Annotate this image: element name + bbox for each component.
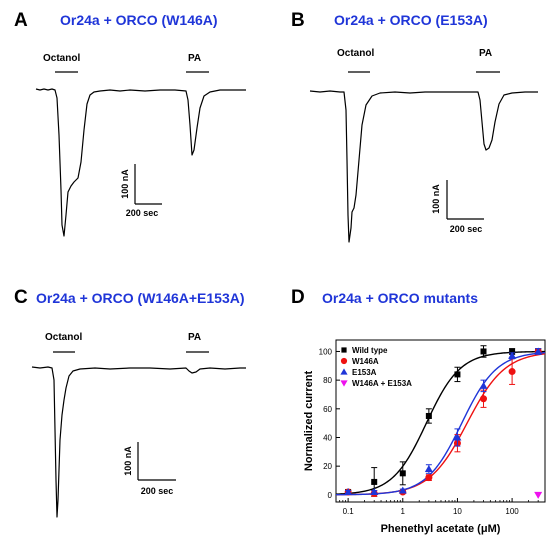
panel-c-current-trace	[31, 366, 246, 518]
panel-b-scale-y-label: 100 nA	[431, 184, 441, 214]
panel-b-title: Or24a + ORCO (E153A)	[334, 12, 488, 28]
data-point	[479, 381, 488, 389]
panel-letter-d: D	[291, 287, 305, 308]
panel-letter-a: A	[14, 10, 28, 31]
y-tick-label: 100	[319, 347, 333, 356]
y-tick-label: 60	[323, 405, 332, 414]
panel-a-scale-x-label: 200 sec	[126, 208, 159, 218]
panel-a-scale-y-label: 100 nA	[120, 169, 130, 199]
panel-c-scale-y-label: 100 nA	[123, 446, 133, 476]
panel-b: B Or24a + ORCO (E153A) Octanol PA 100 nA…	[291, 10, 538, 243]
data-point	[370, 487, 379, 495]
x-tick-label: 10	[453, 507, 462, 516]
panel-c-title: Or24a + ORCO (W146A+E153A)	[36, 290, 245, 306]
panel-c-scale-x-label: 200 sec	[141, 486, 174, 496]
data-point	[508, 368, 516, 376]
y-tick-label: 40	[323, 433, 332, 442]
legend-label: Wild type	[352, 346, 388, 355]
legend-label: W146A + E153A	[352, 379, 412, 388]
data-point	[534, 347, 543, 355]
data-point	[399, 470, 406, 477]
data-point	[425, 412, 432, 419]
y-tick-label: 80	[323, 376, 332, 385]
panel-a: A Or24a + ORCO (W146A) Octanol PA 100 nA…	[14, 10, 246, 237]
x-tick-label: 100	[505, 507, 519, 516]
legend-label: E153A	[352, 368, 377, 377]
panel-b-stim1-label: Octanol	[337, 48, 374, 59]
data-point	[480, 395, 488, 403]
y-tick-label: 0	[328, 491, 333, 500]
panel-b-scale-x-label: 200 sec	[450, 224, 483, 234]
panel-c-stim1-label: Octanol	[45, 332, 82, 343]
panel-c: C Or24a + ORCO (W146A+E153A) Octanol PA …	[14, 287, 246, 518]
panel-d: D Or24a + ORCO mutants 0 20 40 60 80 100 0.1 1 1…	[291, 287, 546, 535]
data-point	[398, 486, 407, 494]
data-point	[509, 348, 516, 355]
data-point	[480, 348, 487, 355]
plot-frame	[335, 339, 546, 503]
panel-a-stim1-label: Octanol	[43, 53, 80, 64]
panel-b-stim2-label: PA	[479, 48, 492, 59]
panel-d-title: Or24a + ORCO mutants	[322, 290, 478, 306]
panel-letter-c: C	[14, 287, 28, 308]
data-point	[424, 465, 433, 473]
data-point	[425, 474, 433, 482]
legend-marker	[340, 380, 348, 387]
panel-letter-b: B	[291, 10, 305, 31]
legend-marker	[340, 357, 348, 365]
data-point	[454, 371, 461, 378]
x-axis-label: Phenethyl acetate (μM)	[381, 523, 501, 535]
data-point	[453, 433, 462, 441]
legend-marker	[341, 347, 347, 353]
dose-response-chart: 0 20 40 60 80 100 0.1 1 10 100 Phenethyl acetate (…	[303, 339, 546, 535]
x-tick-label: 0.1	[343, 507, 355, 516]
x-tick-label: 1	[401, 507, 406, 516]
data-point	[344, 487, 353, 495]
panel-a-title: Or24a + ORCO (W146A)	[60, 12, 218, 28]
data-point	[534, 491, 543, 499]
legend-label: W146A	[352, 357, 379, 366]
data-point	[508, 351, 517, 359]
panel-a-stim2-label: PA	[188, 53, 201, 64]
y-axis-label: Normalized current	[303, 371, 315, 472]
panel-b-current-trace	[309, 90, 538, 243]
panel-c-stim2-label: PA	[188, 332, 201, 343]
data-point	[371, 478, 378, 485]
legend-marker	[340, 368, 348, 375]
y-tick-label: 20	[323, 462, 332, 471]
panel-a-current-trace	[35, 88, 246, 237]
